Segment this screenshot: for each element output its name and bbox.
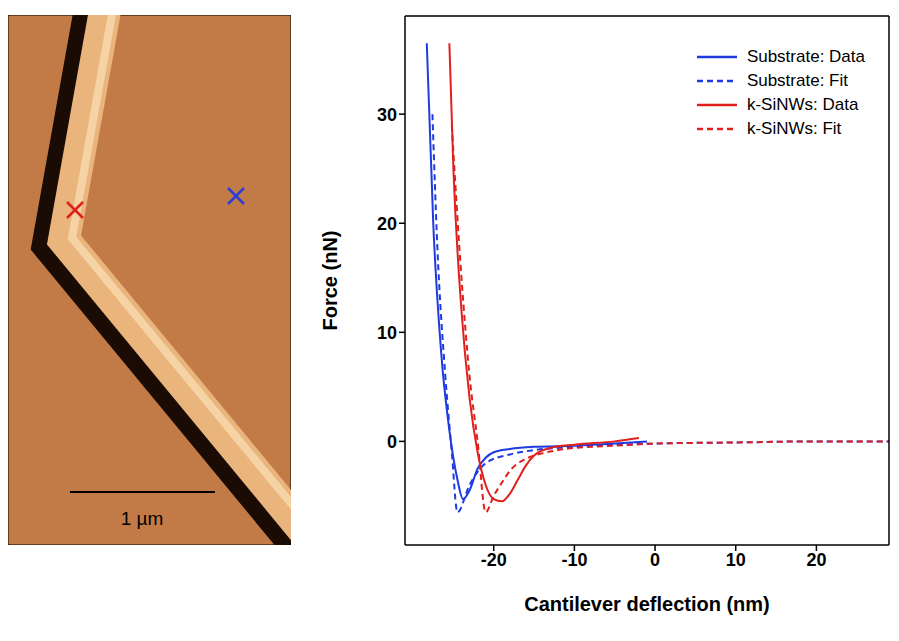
svg-text:Cantilever deflection (nm): Cantilever deflection (nm) [524,593,770,615]
svg-text:0: 0 [650,550,660,570]
svg-text:Force (nN): Force (nN) [319,231,341,331]
svg-text:10: 10 [726,550,746,570]
svg-text:1 µm: 1 µm [121,508,164,529]
svg-text:20: 20 [377,214,397,234]
svg-text:-20: -20 [481,550,507,570]
svg-text:10: 10 [377,323,397,343]
svg-text:20: 20 [806,550,826,570]
svg-text:-10: -10 [561,550,587,570]
svg-text:0: 0 [387,432,397,452]
html-text:Substrate: Fit: Substrate: Fit [746,71,848,90]
html-text:Substrate: Data: Substrate: Data [746,47,865,66]
svg-text:30: 30 [377,105,397,125]
html-text:k-SiNWs: Fit: k-SiNWs: Fit [746,119,842,138]
html-text:k-SiNWs: Data: k-SiNWs: Data [746,95,859,114]
